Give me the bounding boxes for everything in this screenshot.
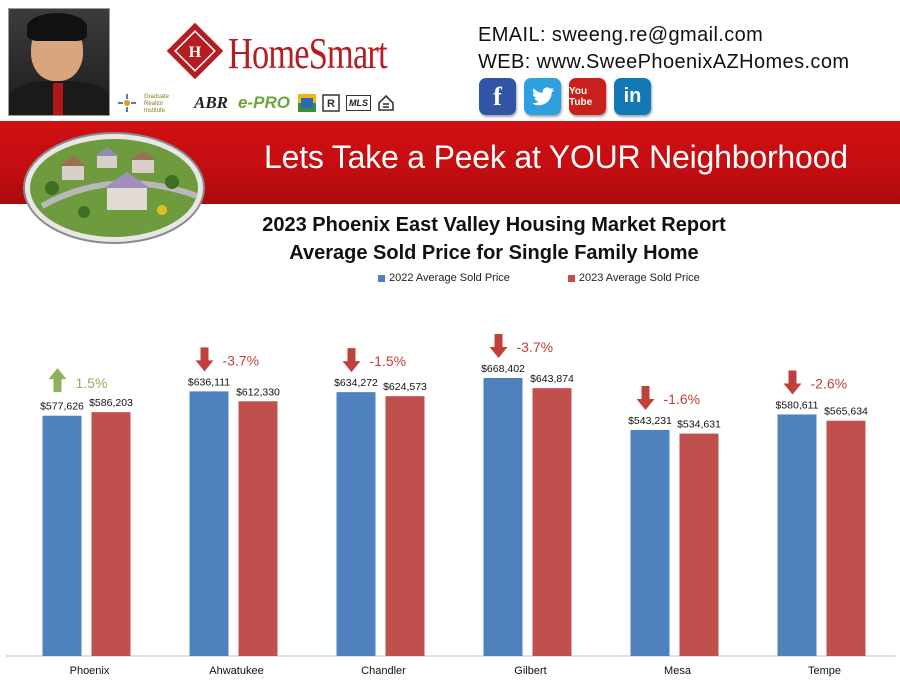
legend-label-2023: 2023 Average Sold Price [578,272,700,284]
change-label-gilbert: -3.7% [517,339,554,355]
change-arrow-up-icon [48,368,67,393]
bar-2023-tempe [826,420,866,656]
bar-chart: $577,626 $586,203 Phoenix 1.5% $636,111 $612,… [6,333,896,677]
bar-2022-chandler [336,392,376,656]
banner-title: Lets Take a Peek at YOUR Neighborhood [264,139,848,175]
facebook-icon[interactable]: f [479,78,516,115]
change-label-tempe: -2.6% [811,375,848,391]
epro-badge: e-PRO [238,93,290,112]
category-label-tempe: Tempe [808,665,841,677]
change-arrow-down-icon [342,348,361,373]
homesmart-logo-icon: H [166,22,224,80]
legend-label-2022: 2022 Average Sold Price [389,272,510,284]
category-label-mesa: Mesa [664,665,692,677]
email-line[interactable]: EMAIL: sweeng.re@gmail.com [478,24,764,46]
certification-badges: Graduate Realtor Institute ABR e-PRO R M… [118,90,395,116]
svg-text:R: R [327,98,335,110]
category-label-gilbert: Gilbert [514,665,546,677]
equal-housing-icon [378,94,394,111]
change-arrow-down-icon [636,386,655,411]
chart-title-line1: 2023 Phoenix East Valley Housing Market … [262,214,726,236]
data-label-2022-chandler: $634,272 [334,377,378,389]
data-label-2022-gilbert: $668,402 [481,363,525,375]
svg-text:H: H [189,44,202,61]
legend-item-2023: 2023 Average Sold Price [567,272,700,284]
bar-2023-phoenix [91,412,131,656]
mls-badge: MLS [346,95,371,111]
legend-item-2022: 2022 Average Sold Price [378,272,510,284]
chart-title-line2: Average Sold Price for Single Family Hom… [289,242,699,264]
bar-2022-phoenix [42,415,82,656]
data-label-2023-tempe: $565,634 [824,406,868,418]
agent-photo [8,8,110,116]
bar-2022-tempe [777,414,817,656]
category-label-ahwatukee: Ahwatukee [209,665,263,677]
graduate-institute-icon [118,94,136,112]
web-line[interactable]: WEB: www.SweePhoenixAZHomes.com [478,51,850,73]
data-label-2023-chandler: $624,573 [383,381,427,393]
legend-swatch-2022 [378,274,385,282]
data-label-2023-mesa: $534,631 [677,419,721,431]
bar-2022-mesa [630,430,670,656]
abr-badge: ABR [194,93,229,112]
homesmart-logo-text: HomeSmart [228,29,388,78]
category-label-phoenix: Phoenix [70,665,110,677]
energy-star-icon [298,94,316,112]
chart-legend: 2022 Average Sold Price 2023 Average Sol… [378,272,700,284]
bar-2022-ahwatukee [189,391,229,656]
bar-2023-ahwatukee [238,401,278,656]
social-links: f You Tube in [479,78,651,115]
data-label-2022-ahwatukee: $636,111 [188,376,230,388]
data-label-2022-tempe: $580,611 [775,399,818,411]
twitter-icon[interactable] [524,78,561,115]
chart-title: 2023 Phoenix East Valley Housing Market … [200,211,788,267]
data-label-2023-gilbert: $643,874 [530,373,574,385]
change-arrow-down-icon [489,333,508,358]
neighborhood-image [23,132,205,244]
data-label-2022-mesa: $543,231 [628,415,672,427]
bar-2022-gilbert [483,377,523,656]
change-label-phoenix: 1.5% [76,375,108,391]
data-label-2022-phoenix: $577,626 [40,401,84,413]
change-arrow-down-icon [783,370,802,395]
change-label-chandler: -1.5% [370,353,407,369]
twitter-bird-icon [531,86,554,105]
contact-info: EMAIL: sweeng.re@gmail.com WEB: www.Swee… [478,22,849,76]
youtube-icon[interactable]: You Tube [569,78,606,115]
realtor-icon: R [322,94,340,112]
change-label-ahwatukee: -3.7% [223,352,260,368]
change-label-mesa: -1.6% [664,391,701,407]
graduate-badge: Graduate Realtor Institute [144,94,170,114]
bar-2023-gilbert [532,388,572,656]
linkedin-icon[interactable]: in [614,78,651,115]
bar-2023-mesa [679,433,719,656]
category-label-chandler: Chandler [361,665,406,677]
legend-swatch-2023 [567,274,575,282]
bar-2023-chandler [385,396,425,656]
change-arrow-down-icon [195,347,214,372]
data-label-2023-ahwatukee: $612,330 [236,386,280,398]
data-label-2023-phoenix: $586,203 [89,397,133,409]
